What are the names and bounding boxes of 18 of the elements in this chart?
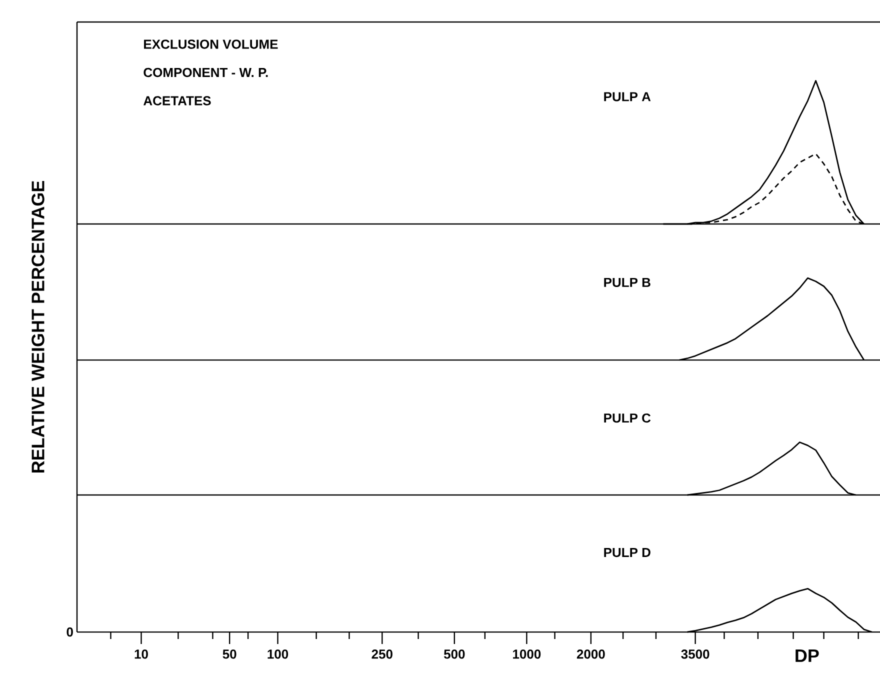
text: PULP C — [604, 413, 651, 423]
annotation: PULP A — [604, 92, 651, 102]
text: COMPONENT - W. P. — [144, 68, 268, 78]
x-tick-label: 500 — [444, 650, 465, 659]
x-tick-label: 10 — [134, 650, 148, 659]
text: EXCLUSION VOLUME — [144, 40, 278, 49]
x-tick-label: 3500 — [681, 650, 710, 659]
text: 0 — [66, 627, 73, 637]
x-axis-title: DP — [796, 650, 819, 662]
y-axis-title: RELATIVE WEIGHT PERCENTAGE — [32, 181, 44, 472]
x-tick-label: 250 — [372, 650, 392, 659]
annotation: ACETATES — [144, 96, 211, 106]
x-tick-label: 50 — [222, 650, 236, 659]
annotation: PULP B — [604, 278, 650, 288]
x-tick-label: 100 — [268, 650, 288, 659]
x-tick-label: 1000 — [513, 650, 541, 659]
text: PULP D — [604, 548, 650, 558]
x-tick-label: 2000 — [576, 650, 605, 659]
